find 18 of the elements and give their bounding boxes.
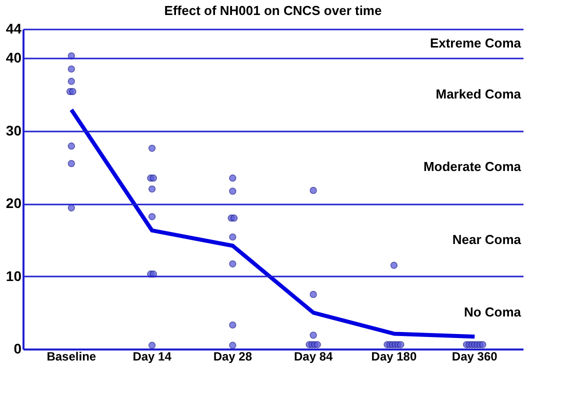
annotation: Near Coma [452,232,522,247]
annotation: No Coma [464,304,522,320]
y-tick-label: 0 [14,340,22,356]
y-tick-label: 30 [6,122,22,138]
y-tick-label: 40 [6,50,22,66]
annotation: Extreme Coma [430,36,522,51]
chart-title: Effect of NH001 on CNCS over time [164,3,382,18]
x-tick-label: Day 14 [132,350,172,364]
annotation: Moderate Coma [423,159,522,174]
x-tick-label: Day 28 [213,350,252,364]
y-tick-label: 10 [6,268,22,284]
x-tick-label: Day 180 [371,350,417,364]
annotation: Marked Coma [436,86,522,102]
y-tick-label: 44 [6,20,22,36]
x-tick-label: Baseline [46,350,96,364]
y-tick-label: 20 [6,195,22,212]
x-tick-label: Day 84 [294,350,333,364]
x-tick-label: Day 360 [452,350,498,364]
